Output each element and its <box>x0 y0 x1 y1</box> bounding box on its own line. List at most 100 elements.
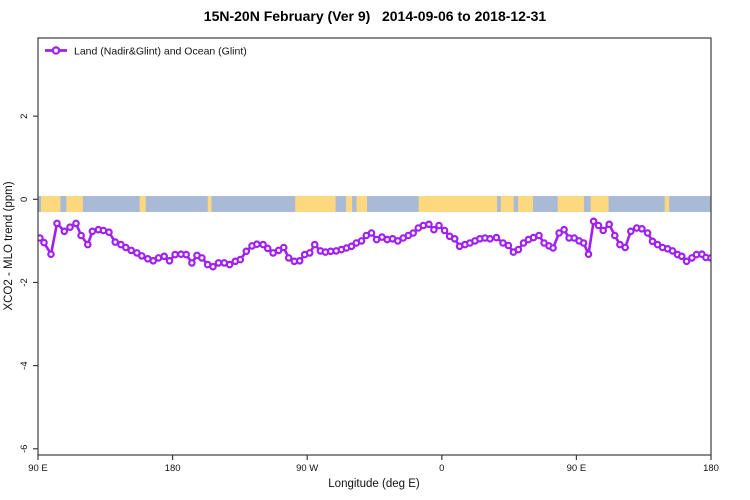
data-point <box>594 221 603 230</box>
data-point <box>214 259 223 267</box>
data-point <box>584 250 593 259</box>
data-point <box>40 238 48 247</box>
data-point <box>535 231 543 240</box>
y-tick-label: -4 <box>19 361 30 369</box>
map-strip-ocean <box>38 196 711 212</box>
y-tick-label: 2 <box>19 114 30 119</box>
data-point <box>60 227 69 236</box>
data-point <box>560 225 568 234</box>
x-tick-label: 180 <box>165 463 181 474</box>
data-point <box>165 256 174 265</box>
x-tick-label: 90 E <box>28 463 48 474</box>
y-tick-label: -6 <box>19 445 30 453</box>
data-point <box>105 228 113 237</box>
map-strip-land <box>418 196 498 212</box>
map-strip-land <box>664 196 670 212</box>
map-strip-land <box>66 196 83 212</box>
data-point <box>648 237 657 246</box>
data-point <box>440 226 449 235</box>
data-point <box>236 255 245 264</box>
map-strip-land <box>346 196 353 212</box>
plot-border <box>37 37 712 456</box>
data-point <box>72 219 80 228</box>
data-point <box>242 247 251 256</box>
legend-marker-icon <box>51 46 61 55</box>
y-tick-label: -2 <box>19 278 30 286</box>
data-point <box>367 229 376 237</box>
map-strip-land <box>40 196 61 212</box>
data-point <box>154 254 163 262</box>
data-point <box>549 244 557 252</box>
x-tick-label: 90 E <box>567 463 587 474</box>
map-strip-land <box>500 196 514 212</box>
data-point <box>425 220 433 229</box>
data-point <box>610 231 619 240</box>
map-strip-land <box>207 196 212 212</box>
data-point <box>435 221 443 230</box>
data-point <box>171 250 179 259</box>
x-axis-title: Longitude (deg E) <box>328 478 420 490</box>
data-point <box>643 229 652 237</box>
data-point <box>259 240 267 249</box>
data-point <box>295 256 304 265</box>
data-point <box>253 240 261 249</box>
data-point <box>357 237 366 245</box>
data-point <box>514 245 523 254</box>
data-point <box>668 247 677 255</box>
data-point <box>589 217 598 226</box>
map-strip-land <box>557 196 584 212</box>
data-point <box>111 238 120 246</box>
x-tick-label: 180 <box>703 463 719 474</box>
page-title: 15N-20N February (Ver 9) 2014-09-06 to 2… <box>203 8 547 24</box>
data-point <box>225 260 234 269</box>
data-point <box>626 227 635 236</box>
data-point <box>579 239 588 247</box>
data-point <box>638 225 646 233</box>
legend-label: Land (Nadir&Glint) and Ocean (Glint) <box>74 46 247 58</box>
data-point <box>450 235 459 243</box>
data-point <box>305 249 314 257</box>
x-tick-label: 0 <box>439 463 444 474</box>
legend: Land (Nadir&Glint) and Ocean (Glint) <box>45 46 247 58</box>
data-point <box>160 252 169 261</box>
data-point <box>682 257 691 266</box>
data-point <box>616 240 624 249</box>
map-strip-land <box>139 196 146 212</box>
data-point <box>504 241 513 250</box>
data-point <box>182 250 191 259</box>
data-point <box>279 243 288 252</box>
data-point <box>198 254 206 262</box>
data-point <box>53 219 61 228</box>
data-point <box>88 227 97 236</box>
data-point <box>492 233 501 242</box>
map-strip-land <box>518 196 534 212</box>
data-point <box>138 252 146 260</box>
data-point <box>599 226 608 235</box>
data-point <box>38 234 44 242</box>
data-point <box>621 243 630 252</box>
y-axis-title: XCO2 - MLO trend (ppm) <box>3 181 15 310</box>
data-point <box>263 244 272 253</box>
data-point <box>519 239 528 247</box>
data-point <box>430 225 438 234</box>
data-line <box>38 220 711 269</box>
map-strip-land <box>356 196 368 212</box>
data-point <box>310 240 319 249</box>
data-point <box>555 229 563 237</box>
data-point <box>677 252 686 261</box>
data-point <box>409 229 418 237</box>
data-point <box>127 246 136 255</box>
data-point <box>605 220 614 229</box>
map-strip-land <box>295 196 336 212</box>
data-point <box>209 262 217 271</box>
map-strip-land <box>590 196 609 212</box>
data-series <box>38 217 711 271</box>
data-point <box>393 237 402 245</box>
data-point <box>284 254 293 262</box>
data-point <box>486 235 494 243</box>
data-point <box>122 243 130 252</box>
plot-area: 90 E 180 90 W 0 90 E 180 2 0 -2 -4 -6 <box>19 114 719 474</box>
data-point <box>188 259 196 267</box>
